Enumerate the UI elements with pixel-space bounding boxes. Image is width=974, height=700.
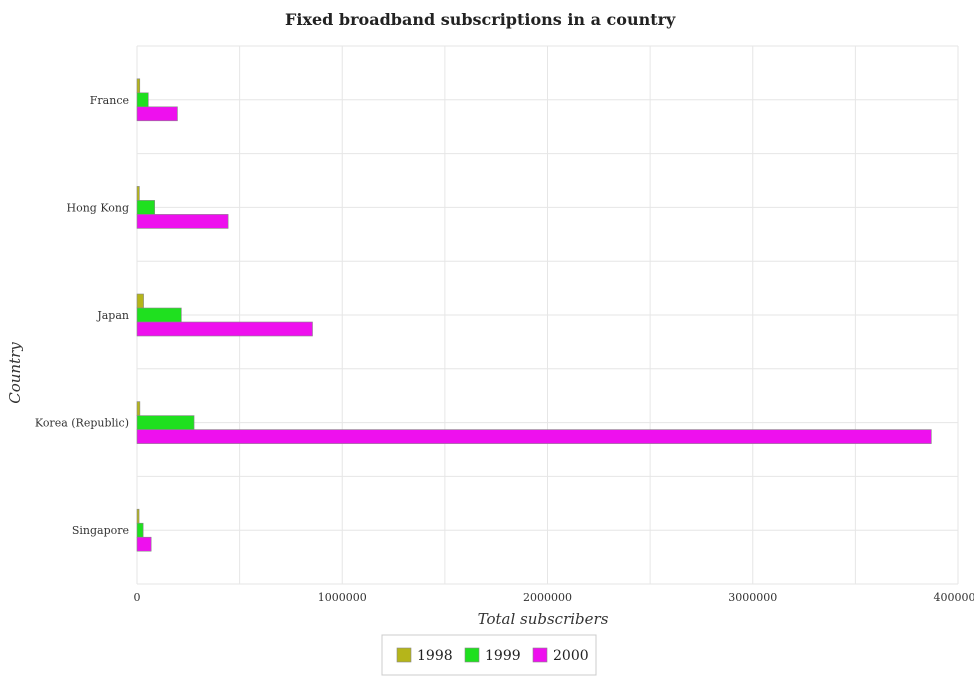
bar-1999 [136,415,195,430]
bar-2000 [136,106,178,122]
legend: 1998 1999 2000 [381,634,597,676]
x-tick-label: 4000000 [934,591,974,604]
bar-1999 [136,200,155,215]
legend-swatch [532,647,548,663]
bar-2000 [136,321,313,337]
x-tick-label: 2000000 [523,591,572,604]
legend-label: 2000 [553,648,589,664]
legend-label: 1999 [485,648,521,664]
x-axis-label: Total subscribers [478,610,609,628]
y-axis-label: Country [6,342,24,404]
legend-label: 1998 [417,648,453,664]
bar-1999 [136,92,149,108]
chart-title: Fixed broadband subscriptions in a count… [285,10,676,29]
bar-1998 [136,293,144,309]
y-tick-label: Japan [96,309,129,322]
grid [136,45,959,585]
bar-1999 [136,522,144,538]
y-tick-label: Singapore [72,524,129,537]
y-tick-labels: France Hong Kong Japan Korea (Republic) Sing… [35,94,129,537]
legend-box [381,634,597,676]
y-tick-label: Korea (Republic) [35,417,129,430]
bar-1998 [136,78,141,94]
bar-1998 [136,401,141,416]
x-tick-labels: 0 1000000 2000000 3000000 4000000 [134,591,974,604]
bar-1998 [136,508,140,524]
x-tick-label: 1000000 [318,591,367,604]
bars [136,78,932,552]
bar-2000 [136,214,229,229]
legend-swatch [464,647,480,663]
y-tick-label: France [90,94,129,107]
y-tick-label: Hong Kong [66,201,129,214]
bar-1999 [136,307,182,323]
bar-1998 [136,186,140,201]
bar-2000 [136,536,152,552]
bar-2000 [136,429,932,444]
x-tick-label: 0 [134,591,141,604]
legend-swatch [396,647,412,663]
x-tick-label: 3000000 [728,591,777,604]
